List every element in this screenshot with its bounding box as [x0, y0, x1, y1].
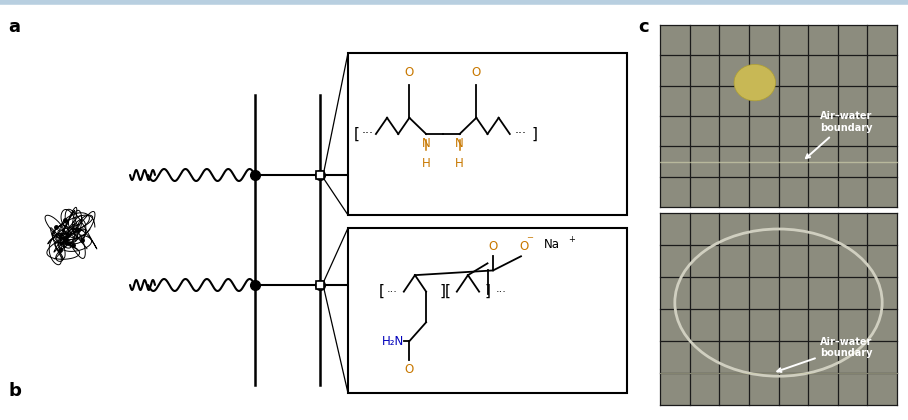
Text: H: H: [455, 157, 464, 170]
Text: ]: ]: [532, 126, 538, 142]
Ellipse shape: [734, 64, 775, 101]
Bar: [348, 53, 627, 215]
Text: ]: ]: [485, 284, 490, 299]
Text: [: [: [379, 284, 384, 299]
Text: H₂N: H₂N: [381, 335, 404, 348]
Text: ···: ···: [496, 286, 507, 297]
Text: O: O: [405, 363, 414, 376]
Text: N: N: [421, 137, 430, 150]
Text: ···: ···: [361, 128, 373, 141]
Bar: [316, 281, 324, 289]
Bar: [660, 213, 897, 405]
Text: O: O: [489, 240, 498, 253]
Text: c: c: [638, 18, 648, 36]
Bar: [660, 25, 897, 207]
Text: [: [: [353, 126, 360, 142]
Bar: [316, 171, 324, 179]
Text: −: −: [526, 233, 533, 242]
Text: Air–water
boundary: Air–water boundary: [806, 111, 873, 158]
Text: ···: ···: [387, 286, 398, 297]
Text: O: O: [405, 66, 414, 79]
Text: Air–water
boundary: Air–water boundary: [777, 336, 873, 372]
Text: N: N: [455, 137, 464, 150]
Text: H: H: [421, 157, 430, 170]
Text: +: +: [568, 235, 575, 244]
Text: a: a: [8, 18, 20, 36]
Text: O: O: [519, 240, 528, 253]
Text: ][: ][: [439, 284, 451, 299]
Text: O: O: [472, 66, 481, 79]
Text: ···: ···: [515, 128, 527, 141]
Text: b: b: [8, 382, 21, 400]
Text: Na: Na: [544, 238, 559, 251]
Bar: [348, 228, 627, 393]
